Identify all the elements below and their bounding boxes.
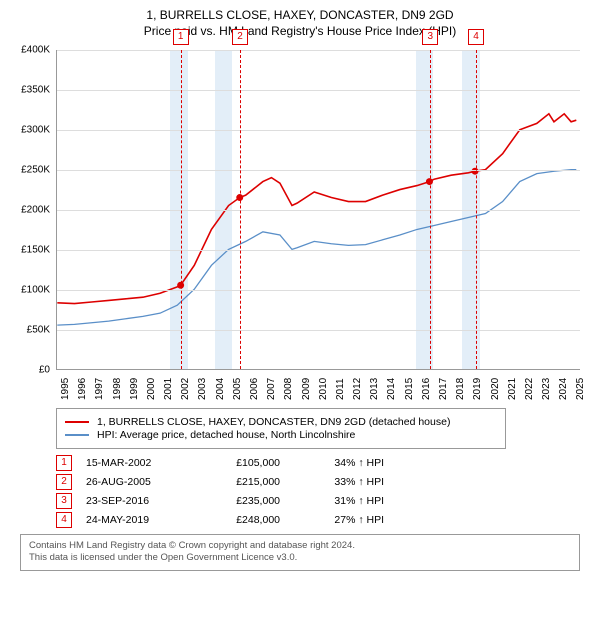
chart-container: 1, BURRELLS CLOSE, HAXEY, DONCASTER, DN9… [0, 0, 600, 577]
sale-badge: 2 [56, 474, 72, 490]
gridline-h [57, 90, 580, 91]
event-vline [430, 50, 431, 369]
xtick-label: 2004 [215, 378, 226, 400]
xtick-label: 2000 [146, 378, 157, 400]
ytick-label: £50K [0, 325, 50, 336]
xtick-label: 2022 [524, 378, 535, 400]
gridline-h [57, 210, 580, 211]
xtick-label: 1996 [77, 378, 88, 400]
xtick-label: 2006 [249, 378, 260, 400]
gridline-h [57, 50, 580, 51]
legend-row: HPI: Average price, detached house, Nort… [65, 429, 497, 441]
footer-line2: This data is licensed under the Open Gov… [29, 552, 571, 564]
sale-date: 15-MAR-2002 [86, 457, 191, 469]
legend-label-series-1: HPI: Average price, detached house, Nort… [97, 429, 355, 441]
event-vline [181, 50, 182, 369]
gridline-h [57, 170, 580, 171]
series-line-price_paid [57, 114, 576, 304]
xtick-label: 2020 [490, 378, 501, 400]
xtick-label: 2012 [352, 378, 363, 400]
sale-badge: 1 [56, 455, 72, 471]
ytick-label: £400K [0, 45, 50, 56]
sale-row: 3 23-SEP-2016 £235,000 31% ↑ HPI [56, 493, 580, 509]
footer-line1: Contains HM Land Registry data © Crown c… [29, 540, 571, 552]
xtick-label: 2024 [558, 378, 569, 400]
sale-row: 1 15-MAR-2002 £105,000 34% ↑ HPI [56, 455, 580, 471]
sale-row: 4 24-MAY-2019 £248,000 27% ↑ HPI [56, 512, 580, 528]
sale-row: 2 26-AUG-2005 £215,000 33% ↑ HPI [56, 474, 580, 490]
title-block: 1, BURRELLS CLOSE, HAXEY, DONCASTER, DN9… [10, 8, 590, 38]
event-marker [472, 168, 479, 175]
event-badge: 4 [468, 29, 484, 45]
gridline-h [57, 330, 580, 331]
chart-area: 1234 £0£50K£100K£150K£200K£250K£300K£350… [10, 44, 590, 404]
footer: Contains HM Land Registry data © Crown c… [20, 534, 580, 571]
sale-date: 23-SEP-2016 [86, 495, 191, 507]
xtick-label: 2015 [404, 378, 415, 400]
xtick-label: 2003 [197, 378, 208, 400]
gridline-h [57, 290, 580, 291]
sale-price: £248,000 [205, 514, 280, 526]
xtick-label: 2016 [421, 378, 432, 400]
legend-swatch-series-0 [65, 421, 89, 423]
sale-price: £105,000 [205, 457, 280, 469]
xtick-label: 2007 [266, 378, 277, 400]
ytick-label: £300K [0, 125, 50, 136]
sale-delta: 27% ↑ HPI [294, 514, 384, 526]
event-badge: 2 [232, 29, 248, 45]
xtick-label: 1998 [112, 378, 123, 400]
legend: 1, BURRELLS CLOSE, HAXEY, DONCASTER, DN9… [56, 408, 506, 449]
xtick-label: 2008 [283, 378, 294, 400]
xtick-label: 2025 [575, 378, 586, 400]
sales-table: 1 15-MAR-2002 £105,000 34% ↑ HPI 2 26-AUG-200… [56, 455, 580, 528]
event-vline [476, 50, 477, 369]
xtick-label: 1999 [129, 378, 140, 400]
xtick-label: 2014 [386, 378, 397, 400]
sale-delta: 34% ↑ HPI [294, 457, 384, 469]
xtick-label: 1995 [60, 378, 71, 400]
xtick-label: 2021 [507, 378, 518, 400]
sale-price: £235,000 [205, 495, 280, 507]
xtick-label: 2005 [232, 378, 243, 400]
ytick-label: £100K [0, 285, 50, 296]
legend-swatch-series-1 [65, 434, 89, 436]
xtick-label: 2001 [163, 378, 174, 400]
xtick-label: 2018 [455, 378, 466, 400]
sale-badge: 4 [56, 512, 72, 528]
sale-date: 26-AUG-2005 [86, 476, 191, 488]
xtick-label: 2010 [318, 378, 329, 400]
ytick-label: £0 [0, 365, 50, 376]
sale-badge: 3 [56, 493, 72, 509]
gridline-h [57, 250, 580, 251]
gridline-h [57, 130, 580, 131]
xtick-label: 1997 [94, 378, 105, 400]
ytick-label: £150K [0, 245, 50, 256]
title-line1: 1, BURRELLS CLOSE, HAXEY, DONCASTER, DN9… [10, 8, 590, 22]
xtick-label: 2011 [335, 378, 346, 400]
legend-row: 1, BURRELLS CLOSE, HAXEY, DONCASTER, DN9… [65, 416, 497, 428]
title-line2: Price paid vs. HM Land Registry's House … [10, 24, 590, 38]
xtick-label: 2019 [472, 378, 483, 400]
plot-area: 1234 [56, 50, 580, 370]
event-badge: 3 [422, 29, 438, 45]
xtick-label: 2009 [301, 378, 312, 400]
sale-date: 24-MAY-2019 [86, 514, 191, 526]
event-vline [240, 50, 241, 369]
ytick-label: £200K [0, 205, 50, 216]
legend-label-series-0: 1, BURRELLS CLOSE, HAXEY, DONCASTER, DN9… [97, 416, 450, 428]
ytick-label: £250K [0, 165, 50, 176]
event-badge: 1 [173, 29, 189, 45]
sale-delta: 31% ↑ HPI [294, 495, 384, 507]
xtick-label: 2002 [180, 378, 191, 400]
sale-delta: 33% ↑ HPI [294, 476, 384, 488]
xtick-label: 2013 [369, 378, 380, 400]
ytick-label: £350K [0, 85, 50, 96]
sale-price: £215,000 [205, 476, 280, 488]
xtick-label: 2023 [541, 378, 552, 400]
xtick-label: 2017 [438, 378, 449, 400]
